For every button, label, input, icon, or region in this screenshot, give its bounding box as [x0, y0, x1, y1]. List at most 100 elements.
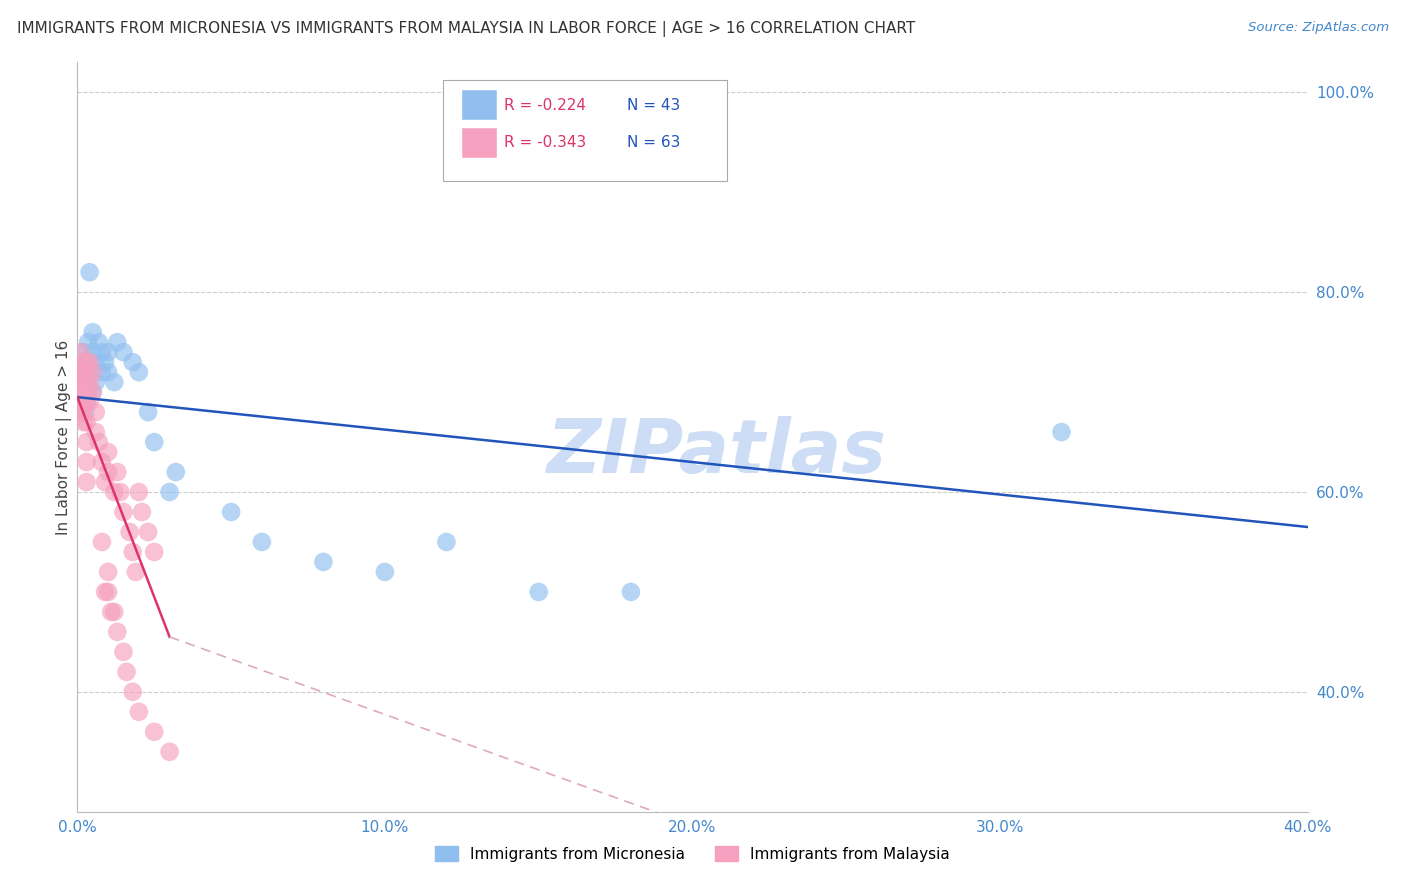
Point: [121, 685, 143, 699]
Point: [100, 605, 122, 619]
Point: [69, 345, 91, 359]
Point: [105, 624, 128, 639]
Point: [76, 475, 98, 489]
Point: [128, 705, 150, 719]
Point: [87, 435, 110, 450]
Point: [125, 565, 148, 579]
Point: [79, 375, 101, 389]
Point: [82, 385, 104, 400]
Point: [76, 395, 98, 409]
Point: [121, 545, 143, 559]
Point: [82, 325, 104, 339]
Point: [97, 445, 120, 459]
Point: [250, 535, 273, 549]
Point: [94, 355, 117, 369]
Point: [79, 365, 101, 379]
Point: [105, 335, 128, 350]
Point: [76, 455, 98, 469]
Point: [112, 345, 135, 359]
FancyBboxPatch shape: [463, 90, 496, 120]
Point: [87, 335, 110, 350]
Legend: Immigrants from Micronesia, Immigrants from Malaysia: Immigrants from Micronesia, Immigrants f…: [429, 840, 956, 868]
Point: [136, 524, 159, 539]
Point: [82, 345, 104, 359]
Point: [79, 265, 101, 279]
Point: [159, 745, 181, 759]
Point: [90, 455, 114, 469]
Point: [76, 365, 98, 379]
Point: [76, 355, 98, 369]
Point: [77, 385, 100, 400]
Point: [73, 385, 96, 400]
Point: [76, 415, 98, 429]
Point: [82, 385, 104, 400]
Point: [105, 465, 128, 479]
Point: [165, 465, 187, 479]
Point: [143, 724, 166, 739]
Point: [70, 385, 93, 400]
Point: [76, 375, 98, 389]
FancyBboxPatch shape: [463, 128, 496, 158]
Point: [620, 585, 643, 599]
Point: [112, 505, 135, 519]
Point: [90, 535, 114, 549]
Point: [76, 375, 98, 389]
Point: [436, 535, 458, 549]
Point: [79, 355, 101, 369]
Point: [70, 375, 93, 389]
Point: [76, 435, 98, 450]
Point: [110, 485, 132, 500]
Point: [67, 365, 90, 379]
Point: [70, 365, 93, 379]
Point: [73, 365, 96, 379]
Point: [90, 345, 114, 359]
Point: [69, 385, 91, 400]
Point: [72, 355, 94, 369]
Point: [72, 405, 94, 419]
Point: [131, 505, 153, 519]
Point: [76, 355, 98, 369]
Text: IMMIGRANTS FROM MICRONESIA VS IMMIGRANTS FROM MALAYSIA IN LABOR FORCE | AGE > 16: IMMIGRANTS FROM MICRONESIA VS IMMIGRANTS…: [17, 21, 915, 37]
Point: [69, 395, 91, 409]
Point: [159, 485, 181, 500]
Point: [84, 405, 107, 419]
Point: [97, 345, 120, 359]
Point: [72, 415, 94, 429]
Point: [219, 505, 242, 519]
Point: [69, 405, 91, 419]
Point: [67, 385, 90, 400]
Point: [143, 435, 166, 450]
Y-axis label: In Labor Force | Age > 16: In Labor Force | Age > 16: [56, 340, 72, 534]
Point: [72, 375, 94, 389]
Point: [103, 375, 125, 389]
Point: [103, 605, 125, 619]
Point: [97, 465, 120, 479]
Point: [73, 385, 96, 400]
Point: [118, 524, 141, 539]
Point: [76, 395, 98, 409]
Point: [143, 545, 166, 559]
Point: [70, 395, 93, 409]
Text: ZIPatlas: ZIPatlas: [547, 416, 887, 489]
Point: [128, 485, 150, 500]
Text: R = -0.224: R = -0.224: [505, 97, 586, 112]
Point: [82, 365, 104, 379]
Point: [103, 485, 125, 500]
FancyBboxPatch shape: [443, 80, 727, 181]
Point: [72, 365, 94, 379]
Point: [84, 355, 107, 369]
Text: N = 43: N = 43: [627, 97, 681, 112]
Point: [73, 405, 96, 419]
Point: [121, 355, 143, 369]
Point: [90, 365, 114, 379]
Point: [97, 565, 120, 579]
Point: [84, 375, 107, 389]
Point: [69, 365, 91, 379]
Point: [97, 585, 120, 599]
Point: [115, 665, 138, 679]
Point: [97, 365, 120, 379]
Point: [79, 395, 101, 409]
Point: [70, 385, 93, 400]
Point: [70, 395, 93, 409]
Point: [94, 585, 117, 599]
